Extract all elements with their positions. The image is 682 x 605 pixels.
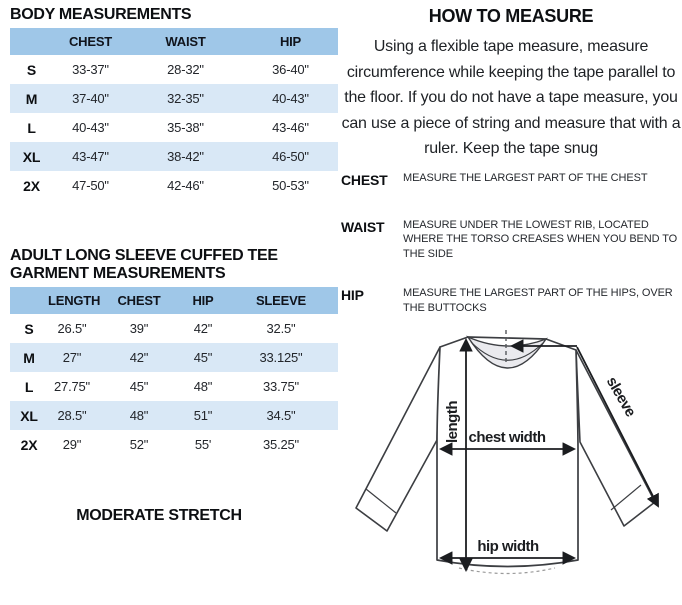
garment-title-line1: ADULT LONG SLEEVE CUFFED TEE xyxy=(10,247,278,264)
size-label: M xyxy=(10,84,53,113)
sleeve-value: 33.125" xyxy=(224,343,338,372)
col-header-sleeve: SLEEVE xyxy=(224,287,338,314)
garment-table-header-row: LENGTH CHEST HIP SLEEVE xyxy=(10,287,338,314)
hip-value: 42" xyxy=(193,321,213,336)
stretch-note: MODERATE STRETCH xyxy=(76,507,242,524)
definition-waist: WAIST MEASURE UNDER THE LOWEST RIB, LOCA… xyxy=(341,218,681,262)
chest-width-label: chest width xyxy=(468,429,545,446)
torso-outline xyxy=(436,336,579,568)
sleeve-value: 34.5" xyxy=(224,401,338,430)
size-label: L xyxy=(24,378,34,395)
table-row: XL 43-47" 38-42" 46-50" xyxy=(10,142,338,171)
how-to-measure-title: HOW TO MEASURE xyxy=(428,6,594,26)
chest-value: 40-43" xyxy=(72,120,109,135)
table-row: XL 28.5" 48" 51" 34.5" xyxy=(10,401,338,430)
chest-value: 43-47" xyxy=(53,142,128,171)
garment-title-line2: GARMENT MEASUREMENTS xyxy=(10,265,226,282)
table-row: L 40-43" 35-38" 43-46" xyxy=(10,113,338,142)
left-sleeve-outline xyxy=(355,346,441,532)
hip-value: 50-53" xyxy=(272,178,309,193)
back-hem-dashed-line xyxy=(458,567,556,575)
chest-value: 39" xyxy=(129,321,149,336)
waist-value: 42-46" xyxy=(167,178,204,193)
sleeve-value: 35.25" xyxy=(263,437,299,452)
length-value: 26.5" xyxy=(57,321,87,336)
sleeve-arrow xyxy=(576,346,659,508)
hip-value: 45" xyxy=(182,343,224,372)
table-row: S 33-37" 28-32" 36-40" xyxy=(10,55,338,84)
col-header-blank xyxy=(10,28,53,55)
body-table-header-row: CHEST WAIST HIP xyxy=(10,28,338,55)
tee-measurement-diagram-svg: length chest width hip width sleeve xyxy=(355,330,659,575)
chest-value: 42" xyxy=(96,343,182,372)
measurement-definitions: CHEST MEASURE THE LARGEST PART OF THE CH… xyxy=(341,171,681,316)
garment-measurements-title: ADULT LONG SLEEVE CUFFED TEE GARMENT MEA… xyxy=(10,247,338,283)
col-header-length: LENGTH xyxy=(48,287,100,314)
table-row: M 27" 42" 45" 33.125" xyxy=(10,343,338,372)
length-value: 27" xyxy=(48,343,96,372)
definition-hip: HIP MEASURE THE LARGEST PART OF THE HIPS… xyxy=(341,286,681,315)
length-value: 29" xyxy=(62,437,82,452)
waist-value: 32-35" xyxy=(128,84,243,113)
how-to-measure-column: HOW TO MEASURE Using a flexible tape mea… xyxy=(341,6,681,315)
table-row: 2X 47-50" 42-46" 50-53" xyxy=(10,171,338,200)
chest-value: 33-37" xyxy=(72,62,109,77)
size-chart-column: BODY MEASUREMENTS CHEST WAIST HIP S 33-3… xyxy=(10,6,338,525)
table-row: M 37-40" 32-35" 40-43" xyxy=(10,84,338,113)
size-label: M xyxy=(10,343,48,372)
definition-description: MEASURE THE LARGEST PART OF THE CHEST xyxy=(403,171,648,184)
chest-value: 45" xyxy=(129,379,149,394)
table-row: 2X 29" 52" 55' 35.25" xyxy=(10,430,338,459)
chest-value: 37-40" xyxy=(53,84,128,113)
definition-term: HIP xyxy=(341,287,364,303)
col-header-hip: HIP xyxy=(182,287,224,314)
size-label: S xyxy=(24,320,34,337)
col-header-blank xyxy=(10,287,48,314)
waist-value: 38-42" xyxy=(128,142,243,171)
size-label: S xyxy=(26,61,37,78)
size-label: XL xyxy=(10,401,48,430)
right-sleeve-outline xyxy=(575,349,656,527)
waist-value: 28-32" xyxy=(167,62,204,77)
hip-value: 48" xyxy=(193,379,213,394)
chest-value: 52" xyxy=(129,437,149,452)
garment-measurements-table: LENGTH CHEST HIP SLEEVE S 26.5" 39" 42" … xyxy=(10,287,338,459)
size-label: 2X xyxy=(20,436,38,453)
sleeve-value: 32.5" xyxy=(266,321,296,336)
collar-outline xyxy=(466,335,548,369)
size-label: XL xyxy=(10,142,53,171)
col-header-chest: CHEST xyxy=(53,28,128,55)
col-header-chest: CHEST xyxy=(96,287,182,314)
hip-value: 40-43" xyxy=(243,84,338,113)
table-row: S 26.5" 39" 42" 32.5" xyxy=(10,314,338,343)
length-value: 28.5" xyxy=(48,401,96,430)
definition-term: CHEST xyxy=(341,171,388,188)
hip-value: 51" xyxy=(182,401,224,430)
definition-description: MEASURE THE LARGEST PART OF THE HIPS, OV… xyxy=(403,287,673,314)
chest-value: 47-50" xyxy=(72,178,109,193)
col-header-hip: HIP xyxy=(243,28,338,55)
measuring-instructions: Using a flexible tape measure, measure c… xyxy=(341,38,681,157)
hip-value: 55' xyxy=(194,437,212,452)
col-header-waist: WAIST xyxy=(128,28,243,55)
hip-width-label: hip width xyxy=(477,538,539,555)
hip-value: 46-50" xyxy=(243,142,338,171)
definition-description: MEASURE UNDER THE LOWEST RIB, LOCATED WH… xyxy=(403,218,678,260)
table-row: L 27.75" 45" 48" 33.75" xyxy=(10,372,338,401)
chest-value: 48" xyxy=(96,401,182,430)
sleeve-value: 33.75" xyxy=(263,379,299,394)
body-measurements-title: BODY MEASUREMENTS xyxy=(10,6,192,23)
length-value: 27.75" xyxy=(54,379,90,394)
body-measurements-table: CHEST WAIST HIP S 33-37" 28-32" 36-40" M… xyxy=(10,28,338,200)
hip-value: 43-46" xyxy=(272,120,309,135)
waist-value: 35-38" xyxy=(167,120,204,135)
long-sleeve-tee-diagram: length chest width hip width sleeve xyxy=(341,330,682,600)
definition-chest: CHEST MEASURE THE LARGEST PART OF THE CH… xyxy=(341,171,681,188)
length-label: length xyxy=(444,401,461,443)
definition-term: WAIST xyxy=(341,218,385,235)
size-label: L xyxy=(27,119,36,136)
size-label: 2X xyxy=(23,177,40,194)
hip-value: 36-40" xyxy=(272,62,309,77)
